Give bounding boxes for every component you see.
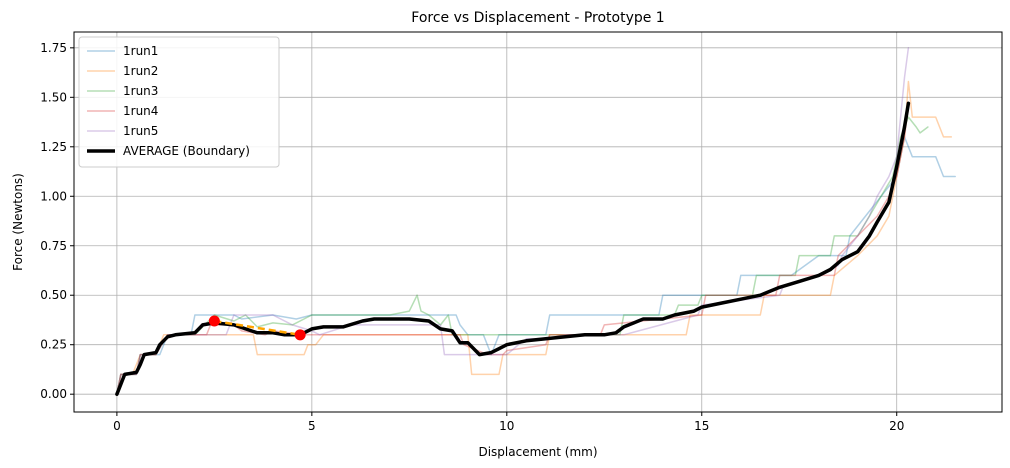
series-line-1 bbox=[116, 136, 956, 395]
legend-label: 1run2 bbox=[123, 64, 158, 78]
y-tick-label: 0.75 bbox=[40, 239, 67, 253]
legend: 1run1 1run2 1run3 1run4 1run5 AVERAGE (Bounda… bbox=[78, 36, 280, 168]
y-tick-label: 1.00 bbox=[40, 189, 67, 203]
series-line-3 bbox=[116, 116, 929, 395]
x-tick-label: 20 bbox=[889, 419, 904, 433]
legend-label: 1run4 bbox=[123, 104, 158, 118]
y-tick-label: 0.00 bbox=[40, 387, 67, 401]
series-line-6 bbox=[115, 101, 911, 396]
legend-label: AVERAGE (Boundary) bbox=[123, 144, 250, 158]
annotation-line bbox=[214, 319, 301, 337]
ticks: 0 5 10 15 20 0.00 0.25 0.50 0.75 1.00 1.25 1.50 1.75 bbox=[40, 41, 904, 433]
x-tick-label: 5 bbox=[308, 419, 316, 433]
x-axis-label: Displacement (mm) bbox=[478, 445, 597, 459]
y-tick-label: 0.50 bbox=[40, 288, 67, 302]
annotation-group bbox=[208, 315, 306, 341]
chart-title: Force vs Displacement - Prototype 1 bbox=[411, 10, 664, 26]
x-tick-label: 15 bbox=[694, 419, 709, 433]
legend-label: 1run5 bbox=[123, 124, 158, 138]
annotation-marker bbox=[208, 315, 220, 327]
series-line-4 bbox=[116, 106, 910, 395]
y-tick-label: 1.50 bbox=[40, 90, 67, 104]
x-tick-label: 10 bbox=[499, 419, 514, 433]
series-line-2 bbox=[116, 80, 953, 395]
plot-frame bbox=[73, 31, 1003, 413]
x-tick-label: 0 bbox=[113, 419, 121, 433]
legend-label: 1run3 bbox=[123, 84, 158, 98]
y-tick-label: 0.25 bbox=[40, 338, 67, 352]
legend-box bbox=[78, 36, 280, 168]
legend-label: 1run1 bbox=[123, 44, 158, 58]
series-group bbox=[115, 47, 956, 396]
y-tick-label: 1.75 bbox=[40, 41, 67, 55]
y-tick-label: 1.25 bbox=[40, 140, 67, 154]
annotation-marker bbox=[294, 329, 306, 341]
y-axis-label: Force (Newtons) bbox=[11, 173, 25, 271]
